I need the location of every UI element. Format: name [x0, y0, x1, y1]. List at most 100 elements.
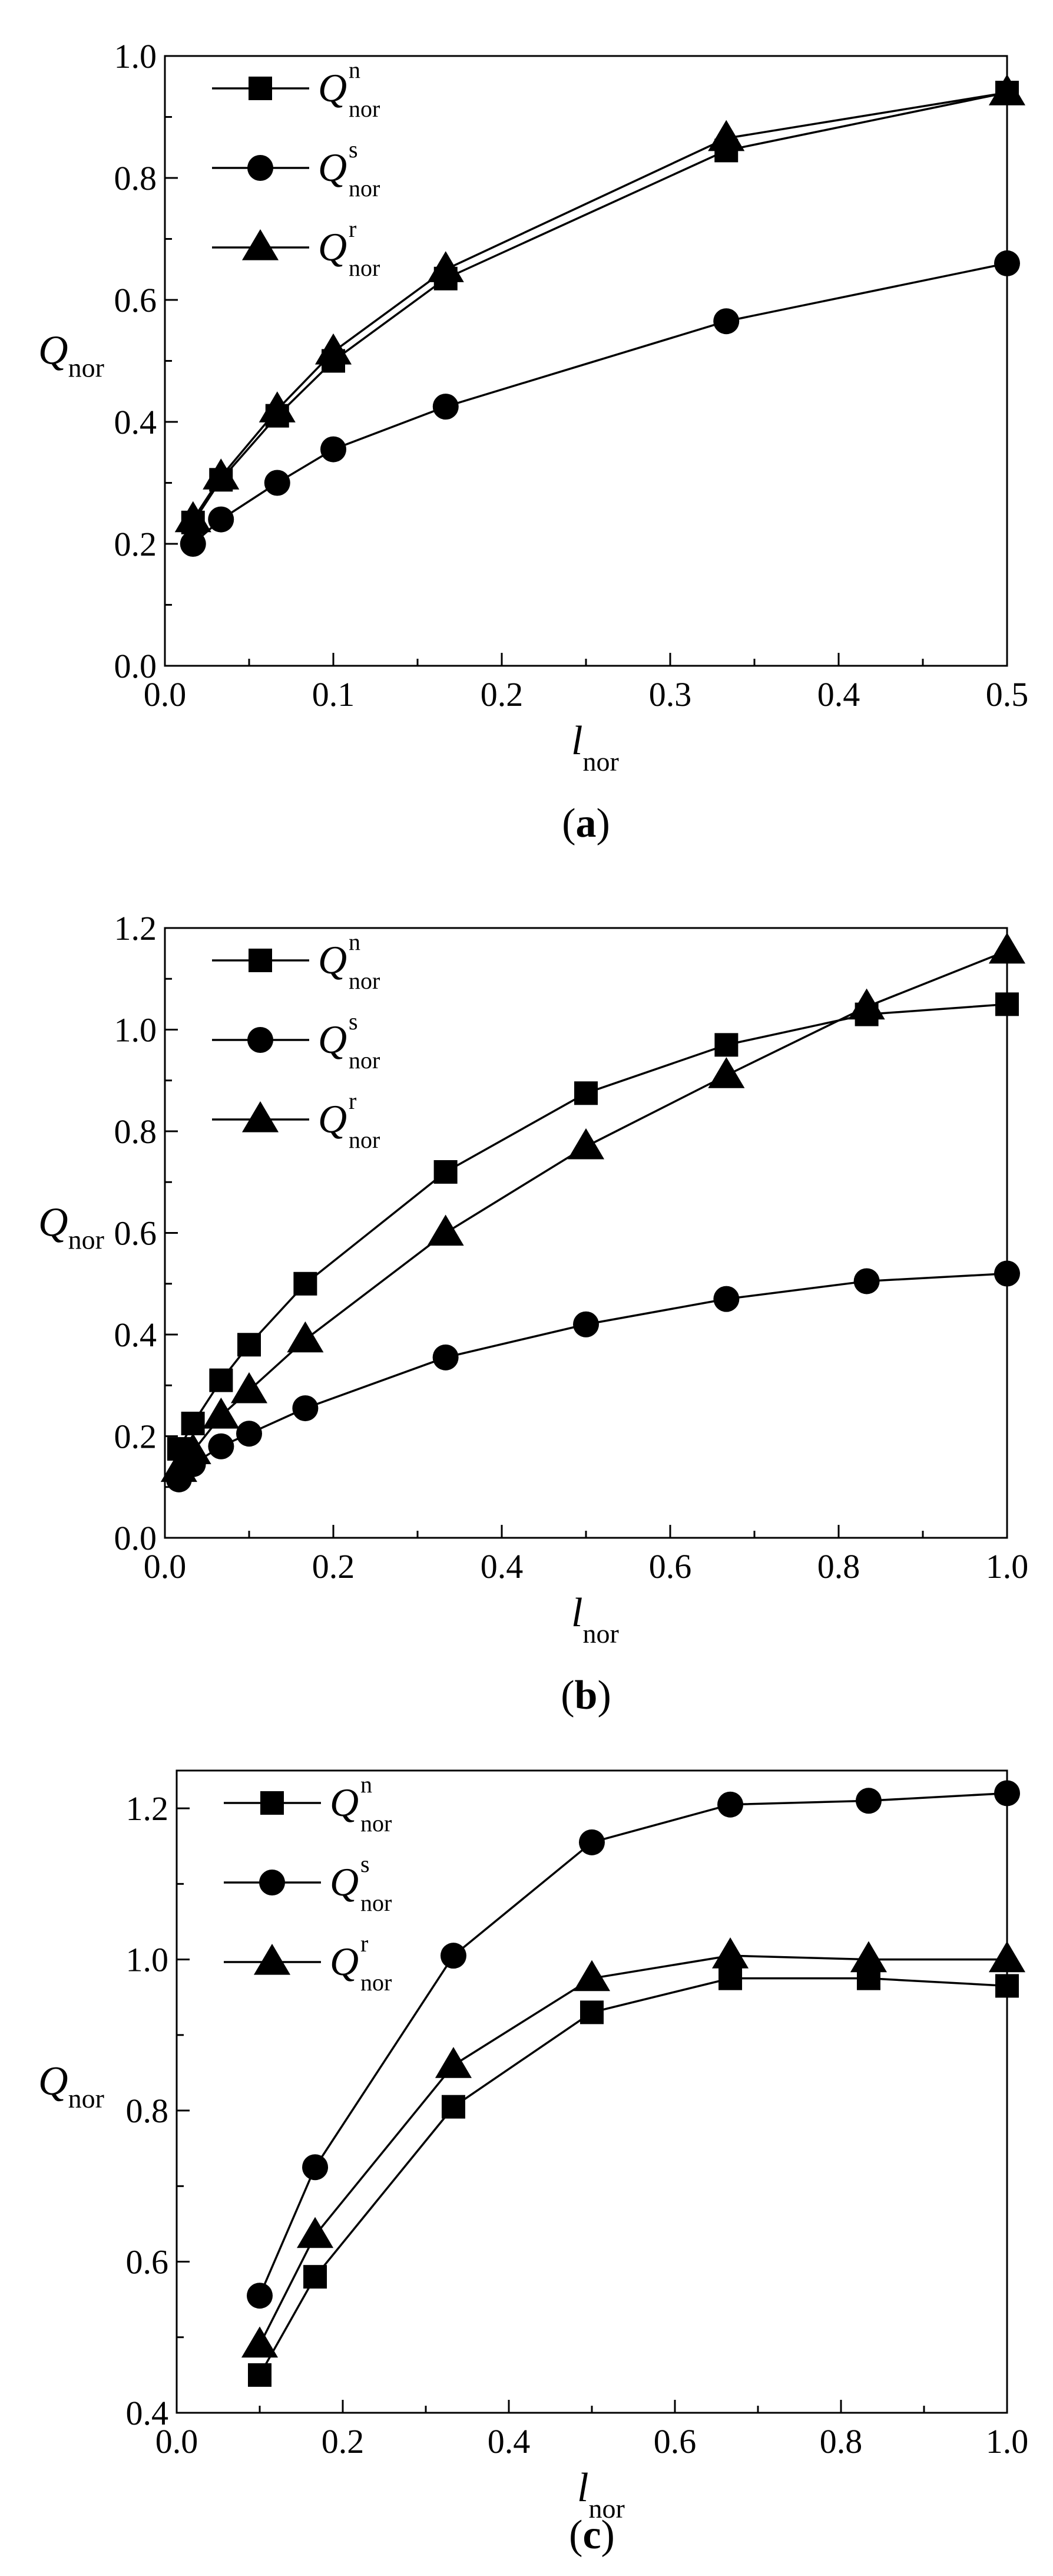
data-point-triangle — [314, 333, 352, 365]
x-tick-label: 0.0 — [144, 1547, 187, 1586]
x-axis-label: lnor — [577, 2465, 625, 2524]
data-point-square — [995, 992, 1019, 1016]
x-axis-label: lnor — [571, 1590, 619, 1649]
data-point-circle — [208, 1433, 234, 1459]
legend-symbol: Q — [318, 65, 347, 110]
legend-marker-square — [260, 1791, 284, 1815]
series-line — [192, 91, 1008, 523]
y-axis-symbol: Q — [38, 328, 68, 374]
data-point-square — [293, 1272, 317, 1296]
legend-symbol: Q — [318, 145, 347, 190]
x-tick-label: 0.1 — [312, 675, 355, 714]
legend-marker-triangle — [241, 1101, 279, 1132]
data-point-circle — [247, 2283, 273, 2309]
y-axis-label: Qnor — [38, 328, 104, 383]
data-point-triangle — [988, 932, 1026, 964]
y-tick-label: 1.0 — [114, 1011, 157, 1049]
y-tick-label: 0.8 — [114, 1112, 157, 1151]
data-point-square — [248, 2363, 271, 2387]
y-tick-label: 1.0 — [126, 1941, 169, 1979]
data-point-circle — [292, 1395, 319, 1422]
plot-frame — [164, 55, 1008, 667]
data-point-triangle — [174, 501, 211, 533]
panel-caption: (c) — [569, 2512, 615, 2558]
data-point-triangle — [708, 1057, 745, 1088]
chart-panel-a: 0.0 0.1 0.2 0.3 0.4 0.50.00.20.40.60.81.0lnor… — [38, 37, 1028, 846]
data-point-square — [574, 1081, 598, 1105]
legend-symbol: Q — [318, 1017, 347, 1062]
data-point-square — [181, 1411, 205, 1435]
data-point-circle — [713, 1286, 740, 1312]
data-point-circle — [320, 436, 346, 463]
y-tick-label: 1.0 — [114, 37, 157, 75]
series-line — [192, 91, 1008, 520]
legend-marker-circle — [247, 1027, 273, 1053]
data-point-square — [433, 1160, 458, 1184]
y-axis-subscript: nor — [68, 2083, 104, 2113]
x-tick-label: 0.6 — [654, 2422, 697, 2461]
data-point-circle — [994, 1780, 1020, 1806]
y-tick-label: 0.4 — [126, 2394, 169, 2432]
y-tick-label: 0.8 — [126, 2092, 169, 2130]
plot-frame — [176, 1769, 1008, 2414]
data-point-square — [714, 1033, 739, 1057]
legend-symbol: Q — [330, 1860, 359, 1904]
y-tick-label: 0.2 — [114, 525, 157, 563]
x-tick-label: 0.8 — [817, 1547, 860, 1586]
y-tick-label: 0.6 — [114, 281, 157, 319]
x-axis-symbol: l — [577, 2465, 588, 2511]
series-line — [178, 1003, 1008, 1449]
y-tick-label: 0.6 — [114, 1214, 157, 1253]
chart-panel-c: 0.0 0.2 0.4 0.6 0.8 1.00.40.60.81.01.2lnorQno… — [38, 1769, 1028, 2558]
legend-symbol: Q — [330, 1939, 359, 1984]
data-point-triangle — [427, 251, 464, 282]
series-line — [259, 1954, 1007, 2346]
data-point-square — [580, 2000, 604, 2025]
legend-symbol: Q — [330, 1780, 359, 1825]
panel-caption: (b) — [561, 1673, 611, 1718]
caption-paren-close: ) — [597, 1673, 611, 1718]
y-tick-label: 0.0 — [114, 1519, 157, 1557]
y-axis-symbol: Q — [38, 1200, 68, 1246]
x-tick-label: 0.3 — [649, 675, 692, 714]
caption-letter: c — [582, 2512, 601, 2558]
data-point-triangle — [203, 458, 240, 490]
legend-subscript: nor — [349, 175, 380, 202]
data-point-triangle — [573, 1960, 611, 1992]
caption-paren-open: ( — [561, 1673, 574, 1718]
x-tick-label: 0.5 — [986, 675, 1029, 714]
y-axis-label: Qnor — [38, 1200, 104, 1255]
data-point-circle — [579, 1829, 605, 1855]
legend-subscript: nor — [349, 967, 380, 994]
data-point-circle — [853, 1268, 880, 1294]
y-tick-label: 0.6 — [126, 2243, 169, 2281]
legend-superscript: n — [349, 929, 360, 955]
caption-letter: b — [575, 1673, 598, 1718]
data-point-circle — [180, 531, 206, 557]
x-axis-label: lnor — [571, 718, 619, 777]
data-point-triangle — [850, 1941, 888, 1973]
data-point-circle — [994, 1260, 1020, 1287]
legend-superscript: r — [349, 1088, 356, 1114]
series-line — [178, 1272, 1008, 1480]
data-point-square — [718, 1966, 743, 1990]
data-point-triangle — [988, 1941, 1026, 1973]
caption-paren-close: ) — [597, 801, 610, 846]
y-axis-label: Qnor — [38, 2059, 104, 2113]
series-square — [248, 1966, 1019, 2387]
data-point-square — [303, 2265, 327, 2289]
data-point-square — [237, 1333, 261, 1357]
caption-paren-open: ( — [569, 2512, 582, 2558]
data-point-triangle — [427, 1214, 464, 1246]
legend-subscript: nor — [349, 1047, 380, 1074]
legend-subscript: nor — [349, 95, 380, 122]
x-tick-label: 0.0 — [155, 2422, 198, 2461]
legend-subscript: nor — [349, 255, 380, 281]
data-point-circle — [717, 1791, 744, 1818]
